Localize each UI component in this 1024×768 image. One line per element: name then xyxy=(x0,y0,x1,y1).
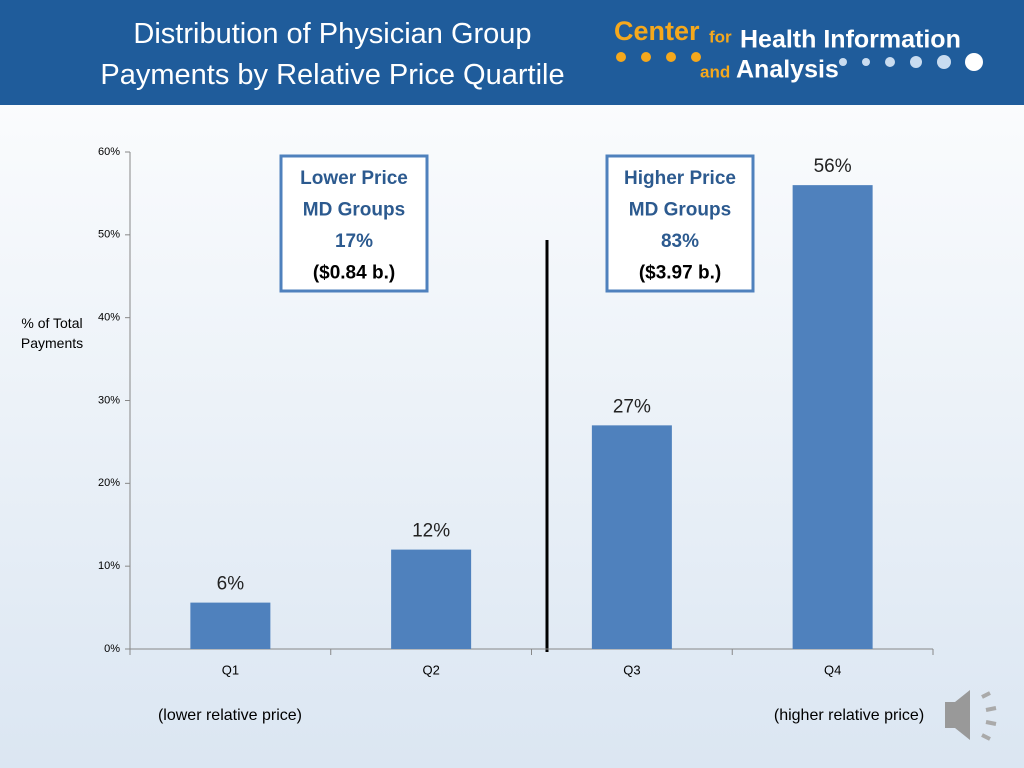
logo-text: Health Information xyxy=(740,26,961,54)
bar xyxy=(591,425,672,649)
value-label: 6% xyxy=(217,574,245,595)
logo-text: and xyxy=(700,62,730,81)
annotation-text: Higher Price xyxy=(624,168,736,189)
y-axis-label: % of Total Payments xyxy=(20,315,84,351)
x-tick-label: Q3 xyxy=(623,662,640,677)
y-tick-label: 40% xyxy=(98,312,120,324)
value-label: 56% xyxy=(814,156,852,177)
value-label: 27% xyxy=(613,396,651,417)
logo-dots xyxy=(839,53,983,71)
annotation-text: Lower Price xyxy=(300,168,408,189)
title-line: Distribution of Physician Group xyxy=(133,18,532,50)
annotation-box xyxy=(605,154,755,293)
annotation-text: ($0.84 b.) xyxy=(313,263,395,284)
annotation-text: 17% xyxy=(335,231,373,252)
annotation-text: MD Groups xyxy=(629,200,731,221)
x-tick-label: Q4 xyxy=(824,662,841,677)
y-tick-label: 0% xyxy=(104,643,120,655)
annotation-text: ($3.97 b.) xyxy=(639,263,721,284)
logo: Center for Health Information and Analys… xyxy=(614,16,983,84)
x-note: (lower relative price) xyxy=(158,707,302,724)
x-tick-label: Q2 xyxy=(422,662,439,677)
logo-text: for xyxy=(709,27,732,46)
y-tick-label: 50% xyxy=(98,229,120,241)
bar xyxy=(391,549,472,649)
x-note: (higher relative price) xyxy=(774,707,924,724)
annotation-text: MD Groups xyxy=(303,200,405,221)
value-label: 12% xyxy=(412,521,450,542)
bar xyxy=(190,602,271,649)
x-tick-label: Q1 xyxy=(222,662,239,677)
y-tick-label: 10% xyxy=(98,560,120,572)
annotation-text: 83% xyxy=(661,231,699,252)
y-tick-label: 20% xyxy=(98,477,120,489)
bar xyxy=(792,185,873,649)
logo-text: Center xyxy=(614,16,700,46)
logo-text: Analysis xyxy=(736,56,839,84)
logo-dots xyxy=(616,52,701,62)
speaker-icon xyxy=(945,690,997,741)
y-tick-label: 30% xyxy=(98,394,120,406)
annotation-box xyxy=(279,154,429,293)
title-line: Payments by Relative Price Quartile xyxy=(100,59,565,91)
y-tick-label: 60% xyxy=(98,146,120,158)
header: Distribution of Physician Group Payments… xyxy=(0,0,1024,105)
